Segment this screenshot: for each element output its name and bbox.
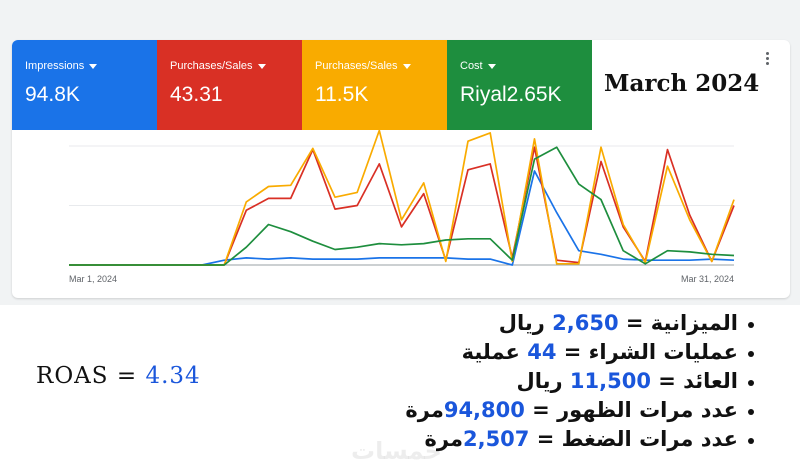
metric-label: Cost (460, 60, 483, 72)
kpi-impressions: عدد مرات الظهور = 94,800مرة (405, 396, 754, 425)
metric-tile-impressions[interactable]: Impressions 94.8K (12, 40, 157, 130)
dropdown-arrow-icon[interactable] (89, 63, 98, 69)
kpi-budget: الميزانية = 2,650 ريال (405, 309, 754, 338)
more-vert-icon[interactable] (766, 52, 770, 66)
series-line-3-cost (69, 146, 735, 266)
metric-value: 11.5K (315, 83, 369, 106)
month-label: March 2024 (604, 70, 760, 97)
metric-tile-purchases-sales-value[interactable]: Purchases/Sales 11.5K (302, 40, 447, 130)
x-tick-end: Mar 31, 2024 (681, 274, 734, 284)
series-line-1-purchases-sales (69, 146, 735, 266)
kpi-purchases: عمليات الشراء = 44 عملية (405, 338, 754, 367)
roas-label: ROAS = (36, 363, 146, 389)
metric-value: Riyal2.65K (460, 83, 562, 106)
performance-card: Impressions 94.8K Purchases/Sales 43.31 … (12, 40, 790, 298)
metric-label: Purchases/Sales (315, 60, 398, 72)
metric-tiles: Impressions 94.8K Purchases/Sales 43.31 … (12, 40, 592, 130)
kpi-list: الميزانية = 2,650 ريال عمليات الشراء = 4… (405, 309, 754, 454)
dropdown-arrow-icon[interactable] (402, 63, 411, 69)
watermark: خمسات (351, 437, 442, 465)
kpi-revenue: العائد = 11,500 ريال (405, 367, 754, 396)
kpi-clicks: عدد مرات الضغط = 2,507مرة (405, 425, 754, 454)
roas-text: ROAS = 4.34 (36, 363, 201, 389)
metric-tile-purchases-sales[interactable]: Purchases/Sales 43.31 (157, 40, 302, 130)
roas-value: 4.34 (145, 363, 201, 389)
dropdown-arrow-icon[interactable] (257, 63, 266, 69)
line-chart: Mar 1, 2024 Mar 31, 2024 (69, 129, 735, 284)
metric-tile-cost[interactable]: Cost Riyal2.65K (447, 40, 592, 130)
metric-label: Purchases/Sales (170, 60, 253, 72)
x-tick-start: Mar 1, 2024 (69, 274, 117, 284)
metric-value: 94.8K (25, 83, 80, 106)
dropdown-arrow-icon[interactable] (487, 63, 496, 69)
metric-label: Impressions (25, 60, 85, 72)
metric-value: 43.31 (170, 83, 223, 106)
